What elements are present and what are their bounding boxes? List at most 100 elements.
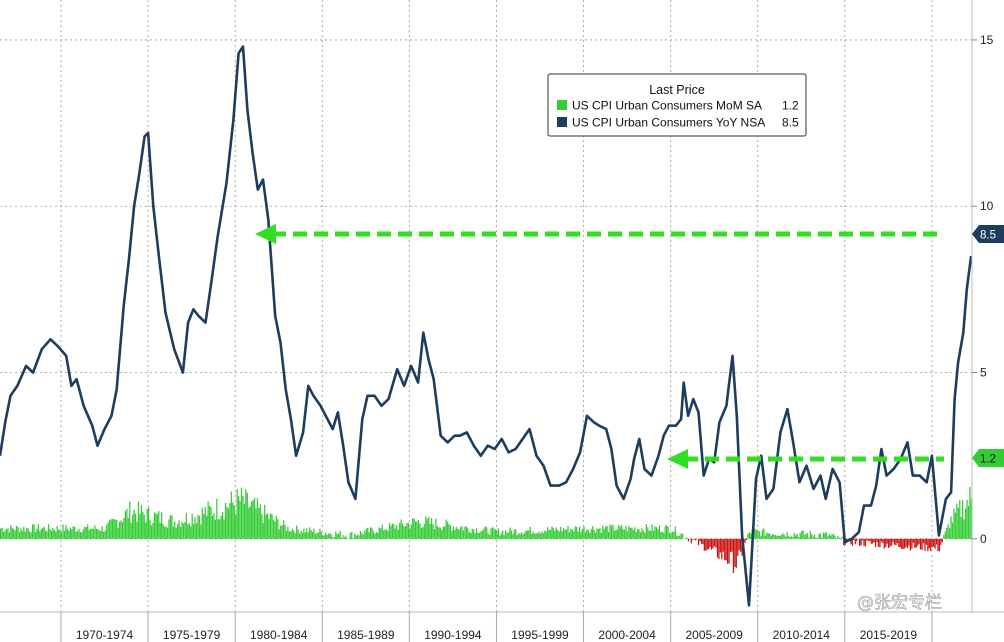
mom-bar — [700, 538, 703, 544]
mom-bar — [721, 538, 723, 560]
mom-bar — [371, 528, 373, 539]
mom-bar — [618, 524, 620, 539]
mom-bar — [764, 535, 766, 539]
mom-bar — [869, 538, 871, 541]
mom-bar — [277, 519, 279, 539]
mom-bar — [248, 507, 250, 539]
legend-value-yoy: 8.5 — [782, 116, 799, 130]
mom-bar — [311, 531, 314, 539]
mom-bar — [874, 538, 877, 548]
mom-bar — [111, 518, 113, 539]
mom-bar — [214, 519, 216, 539]
mom-bar — [335, 531, 337, 539]
mom-bar — [239, 500, 241, 539]
y-tick-label: 5 — [980, 366, 987, 380]
mom-bar — [681, 533, 684, 539]
mom-bar — [367, 527, 369, 539]
mom-bar — [705, 538, 707, 551]
mom-bar — [146, 508, 148, 539]
mom-bar — [652, 530, 655, 539]
badge-yoy-text: 8.5 — [980, 230, 996, 242]
mom-bar — [129, 501, 131, 539]
mom-bar — [374, 533, 376, 539]
annotation-arrows — [255, 224, 944, 469]
mom-bar — [963, 519, 965, 539]
mom-bar — [75, 531, 77, 539]
mom-bar — [36, 528, 38, 539]
mom-bar — [66, 528, 68, 539]
mom-bar — [927, 538, 929, 552]
mom-bar — [220, 515, 222, 539]
mom-bar — [848, 538, 851, 539]
mom-bar — [380, 528, 382, 539]
legend-box — [547, 73, 807, 137]
mom-bar — [735, 538, 737, 568]
mom-bar — [565, 529, 568, 539]
mom-bar — [850, 538, 852, 545]
mom-bar — [494, 529, 497, 539]
mom-bar — [854, 538, 856, 545]
mom-bar — [655, 527, 658, 539]
mom-bar — [827, 536, 829, 539]
mom-bar — [641, 528, 643, 539]
mom-bar — [91, 528, 93, 539]
mom-bar — [536, 533, 539, 539]
mom-bar — [706, 538, 708, 550]
mom-bar — [149, 520, 151, 539]
mom-bar — [222, 512, 224, 539]
mom-bar — [120, 520, 122, 539]
mom-bar — [519, 534, 521, 539]
mom-bar — [554, 530, 556, 539]
mom-bar — [17, 526, 19, 539]
mom-bar — [8, 532, 10, 539]
mom-bar — [670, 532, 672, 539]
mom-bar — [613, 530, 616, 539]
mom-bar — [52, 527, 54, 539]
y-tick-label: 0 — [980, 532, 987, 546]
mom-bar — [599, 527, 601, 539]
mom-bar — [400, 519, 402, 539]
mom-bar — [621, 525, 623, 539]
mom-bar — [711, 538, 713, 550]
mom-bar — [362, 534, 365, 539]
mom-bar — [755, 530, 758, 539]
mom-bar — [448, 524, 450, 539]
mom-bar — [258, 507, 260, 539]
mom-bar — [110, 519, 112, 539]
mom-bar — [152, 522, 154, 539]
mom-bar — [474, 533, 476, 539]
mom-bar — [526, 530, 528, 539]
mom-bar — [359, 530, 362, 539]
mom-bar — [74, 527, 76, 539]
mom-bar — [88, 529, 90, 539]
mom-bar — [722, 538, 724, 552]
mom-bar — [728, 538, 730, 564]
mom-bar — [631, 527, 633, 539]
x-tick-label: 1990-1994 — [424, 628, 482, 642]
mom-bar — [336, 534, 338, 539]
mom-bar — [246, 492, 248, 539]
watermark: @张宏专栏 — [857, 593, 942, 613]
mom-bar — [744, 538, 746, 543]
mom-bar — [657, 529, 659, 539]
mom-bar — [528, 530, 530, 539]
mom-bar — [491, 527, 494, 539]
mom-bar — [763, 528, 765, 539]
mom-bar — [290, 531, 292, 539]
mom-bar — [583, 526, 585, 539]
mom-bar — [114, 519, 116, 539]
mom-bar — [922, 538, 925, 544]
mom-bar — [278, 529, 280, 539]
mom-bar — [847, 537, 849, 539]
mom-bar — [509, 527, 511, 539]
mom-bar — [442, 526, 444, 539]
mom-bar — [574, 526, 576, 539]
mom-bar — [165, 526, 167, 539]
mom-bar — [502, 530, 504, 539]
mom-bar — [676, 535, 678, 539]
mom-bar — [473, 529, 475, 539]
mom-bar — [639, 532, 642, 539]
mom-bar — [890, 538, 893, 546]
mom-bar — [430, 518, 433, 539]
mom-bar — [726, 538, 729, 564]
